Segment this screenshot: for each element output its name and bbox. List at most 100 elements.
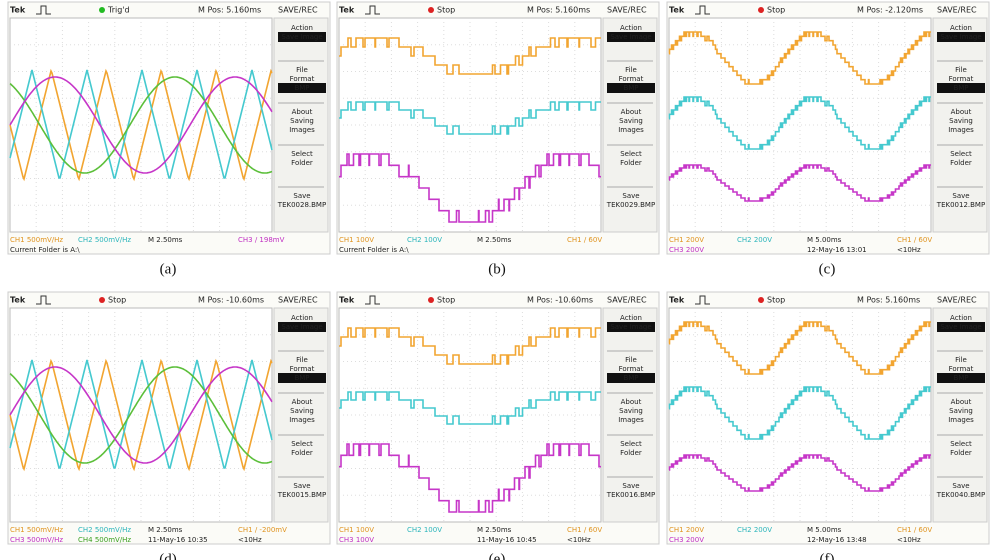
footer-text: CH1 500mV/Hz — [10, 526, 63, 534]
menu-item: Action — [291, 24, 313, 32]
status-dot — [99, 7, 105, 13]
footer-text: CH3 500mV/Hz — [10, 536, 63, 544]
menu-item: Select — [620, 440, 642, 448]
footer-text: CH1 200V — [669, 236, 704, 244]
header-text: Stop — [767, 296, 785, 305]
menu-item: Format — [290, 75, 315, 83]
menu-item: File — [625, 356, 637, 364]
menu-item: Save — [622, 482, 639, 490]
menu-item: About — [621, 398, 642, 406]
menu-item: TEK0028.BMP — [277, 201, 326, 209]
menu-item: Action — [950, 24, 972, 32]
header-text: SAVE/REC — [607, 296, 647, 305]
header-text: Tek — [339, 296, 355, 305]
status-dot — [428, 297, 434, 303]
menu-item: Save — [952, 482, 969, 490]
menu-item: File — [296, 356, 308, 364]
footer-text: Current Folder is A:\ — [10, 246, 80, 254]
header-text: SAVE/REC — [937, 6, 977, 15]
menu-item: BMP — [953, 84, 968, 92]
footer-text: CH1 / 60V — [567, 526, 602, 534]
menu-item: Action — [950, 314, 972, 322]
menu-item: File — [625, 66, 637, 74]
footer-text: CH1 100V — [339, 236, 374, 244]
footer-text: CH2 200V — [737, 236, 772, 244]
menu-item: Folder — [950, 449, 972, 457]
footer-text: CH1 / -200mV — [238, 526, 287, 534]
header-text: M Pos: 5.160ms — [198, 6, 261, 15]
header-text: SAVE/REC — [937, 296, 977, 305]
menu-item: Select — [950, 440, 972, 448]
footer-text: 12-May-16 13:48 — [807, 536, 867, 544]
menu-item: About — [621, 108, 642, 116]
header-text: SAVE/REC — [607, 6, 647, 15]
status-dot — [428, 7, 434, 13]
footer-text: CH3 200V — [669, 536, 704, 544]
footer-text: CH1 500mV/Hz — [10, 236, 63, 244]
panel-label: (c) — [819, 261, 836, 277]
menu-item: BMP — [623, 84, 638, 92]
footer-text: M 5.00ms — [807, 236, 842, 244]
footer-text: 11-May-16 10:35 — [148, 536, 208, 544]
menu-item: Save — [293, 482, 310, 490]
footer-text: <10Hz — [238, 536, 262, 544]
header-text: Tek — [669, 296, 685, 305]
menu-item: Format — [290, 365, 315, 373]
menu-item: Action — [620, 24, 642, 32]
header-text: Stop — [437, 296, 455, 305]
header-text: SAVE/REC — [278, 6, 318, 15]
menu-item: Action — [291, 314, 313, 322]
menu-item: Images — [948, 416, 974, 424]
footer-text: CH4 500mV/Hz — [78, 536, 131, 544]
status-dot — [758, 7, 764, 13]
menu-item: Folder — [950, 159, 972, 167]
footer-text: M 2.50ms — [148, 236, 183, 244]
footer-text: CH1 200V — [669, 526, 704, 534]
footer-text: CH2 500mV/Hz — [78, 236, 131, 244]
header-text: Tek — [10, 296, 26, 305]
menu-item: Select — [620, 150, 642, 158]
footer-text: 12-May-16 13:01 — [807, 246, 867, 254]
panel-label: (f) — [820, 551, 835, 560]
header-text: Stop — [108, 296, 126, 305]
menu-item: BMP — [623, 374, 638, 382]
header-text: Tek — [669, 6, 685, 15]
header-text: Tek — [339, 6, 355, 15]
panel-label: (d) — [159, 551, 177, 560]
footer-text: CH1 / 60V — [897, 236, 932, 244]
menu-item: Save Image — [281, 33, 322, 41]
menu-item: Saving — [619, 407, 643, 415]
panel-label: (b) — [488, 261, 506, 277]
footer-text: CH3 100V — [339, 536, 374, 544]
menu-item: Save Image — [281, 323, 322, 331]
footer-text: <10Hz — [567, 536, 591, 544]
menu-item: Images — [289, 416, 315, 424]
menu-item: File — [955, 66, 967, 74]
header-text: Trig'd — [107, 6, 130, 15]
menu-item: Format — [619, 75, 644, 83]
footer-text: M 5.00ms — [807, 526, 842, 534]
status-dot — [99, 297, 105, 303]
menu-item: Format — [619, 365, 644, 373]
menu-item: Folder — [620, 159, 642, 167]
menu-item: About — [292, 398, 313, 406]
menu-item: Save — [293, 192, 310, 200]
menu-item: Format — [949, 365, 974, 373]
menu-item: TEK0029.BMP — [606, 201, 655, 209]
footer-text: M 2.50ms — [148, 526, 183, 534]
menu-item: Folder — [620, 449, 642, 457]
footer-text: CH2 200V — [737, 526, 772, 534]
menu-item: BMP — [294, 84, 309, 92]
header-text: M Pos: -10.60ms — [527, 296, 593, 305]
menu-item: Save Image — [610, 33, 651, 41]
header-text: Stop — [437, 6, 455, 15]
menu-item: Saving — [949, 407, 973, 415]
menu-item: Action — [620, 314, 642, 322]
footer-text: <10Hz — [897, 246, 921, 254]
header-text: Stop — [767, 6, 785, 15]
footer-text: CH1 100V — [339, 526, 374, 534]
menu-item: Save Image — [940, 323, 981, 331]
menu-item: Format — [949, 75, 974, 83]
menu-item: TEK0040.BMP — [936, 491, 985, 499]
